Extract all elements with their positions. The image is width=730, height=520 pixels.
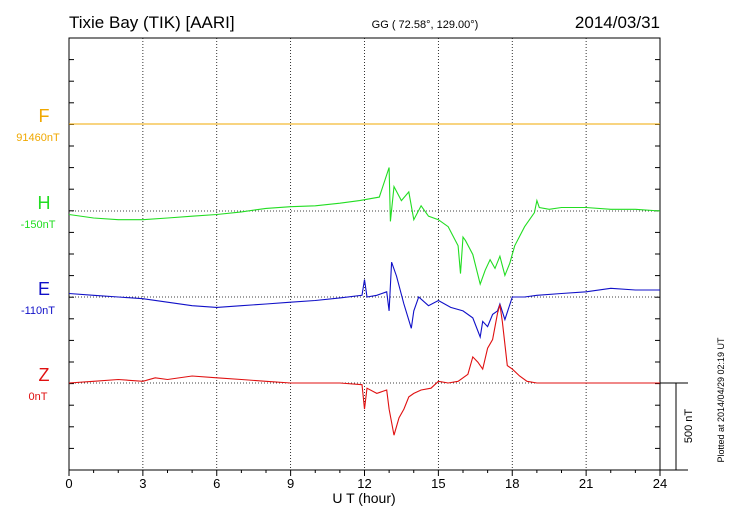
x-axis-label: U T (hour): [332, 490, 395, 506]
channel-baseline-f: 91460nT: [16, 132, 60, 144]
grid-lines: [142, 38, 587, 470]
x-tick-label: 18: [505, 476, 519, 491]
channel-baseline-h: -150nT: [21, 219, 56, 231]
channel-name-f: F: [39, 106, 50, 126]
plotted-timestamp: Plotted at 2014/04/29 02:19 UT: [716, 337, 726, 463]
x-tick-label: 12: [357, 476, 371, 491]
x-tick-label: 3: [139, 476, 146, 491]
scale-bar-label: 500 nT: [683, 409, 695, 444]
x-tick-label: 9: [287, 476, 294, 491]
channel-traces: [68, 123, 661, 436]
channel-labels: F 91460nT H -150nT E -110nT Z 0nT: [16, 106, 60, 403]
x-tick-label: 24: [653, 476, 667, 491]
trace-h: [68, 167, 661, 286]
trace-e: [68, 262, 660, 340]
axis-ticks: [68, 59, 661, 476]
channel-name-z: Z: [39, 365, 50, 385]
station-title: Tixie Bay (TIK) [AARI]: [69, 13, 235, 32]
channel-name-e: E: [38, 279, 50, 299]
channel-baseline-e: -110nT: [21, 305, 55, 317]
x-tick-label: 15: [431, 476, 445, 491]
scale-bar: 500 nT: [660, 382, 695, 471]
trace-z: [68, 304, 660, 436]
x-tick-label: 0: [65, 476, 72, 491]
channel-name-h: H: [38, 193, 51, 213]
x-tick-labels: 0 3 6 9 12 15 18 21 24: [65, 476, 667, 491]
coordinates-label: GG ( 72.58°, 129.00°): [372, 19, 479, 31]
x-tick-label: 6: [213, 476, 220, 491]
x-tick-label: 21: [579, 476, 593, 491]
date-label: 2014/03/31: [575, 13, 660, 32]
channel-baseline-z: 0nT: [29, 391, 48, 403]
